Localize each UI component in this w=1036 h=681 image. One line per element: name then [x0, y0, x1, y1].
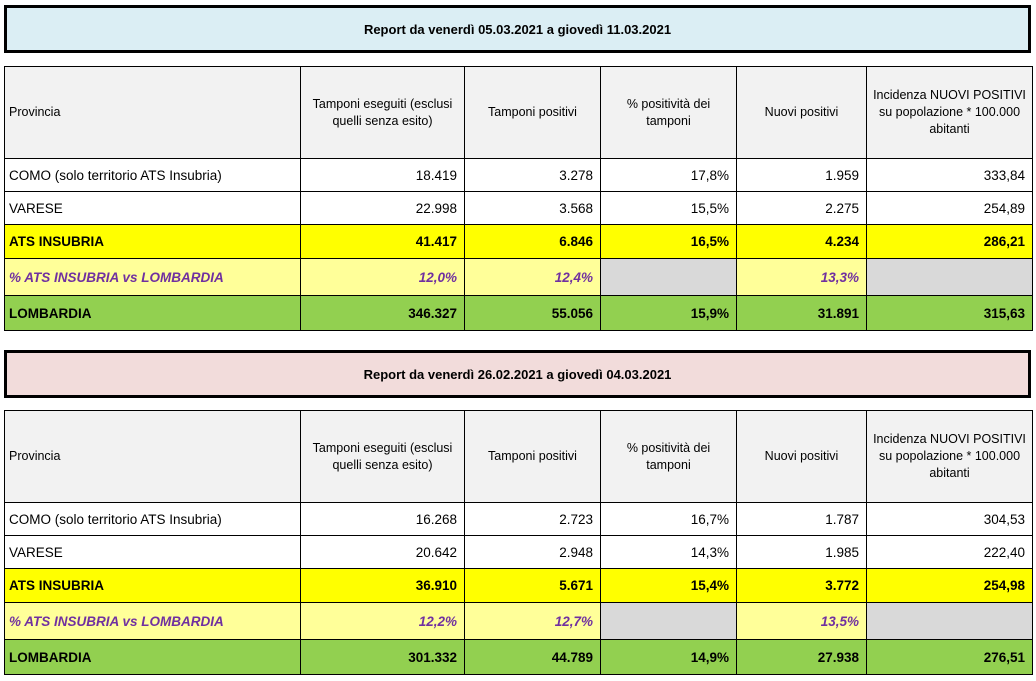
- cell-tamponi-positivi: 5.671: [464, 568, 601, 603]
- column-header-nuovi-positivi: Nuovi positivi: [736, 410, 867, 503]
- cell-tamponi-eseguiti: 12,0%: [300, 258, 465, 296]
- cell-tamponi-positivi: 3.568: [464, 191, 601, 225]
- cell-nuovi-positivi: 1.959: [736, 158, 867, 192]
- cell-tamponi-eseguiti: 22.998: [300, 191, 465, 225]
- cell-tamponi-eseguiti: 16.268: [300, 502, 465, 536]
- column-header-provincia: Provincia: [4, 410, 301, 503]
- cell-incidenza: 254,98: [866, 568, 1033, 603]
- cell-incidenza: 222,40: [866, 535, 1033, 569]
- cell-provincia: VARESE: [4, 535, 301, 569]
- cell-tamponi-eseguiti: 20.642: [300, 535, 465, 569]
- cell-provincia: COMO (solo territorio ATS Insubria): [4, 502, 301, 536]
- cell-tamponi-positivi: 12,4%: [464, 258, 601, 296]
- cell-percent-positivita: [600, 602, 737, 640]
- header-row: Provincia Tamponi eseguiti (esclusi quell…: [4, 410, 1033, 503]
- cell-percent-positivita: 16,5%: [600, 224, 737, 259]
- cell-tamponi-eseguiti: 301.332: [300, 639, 465, 675]
- cell-incidenza: 254,89: [866, 191, 1033, 225]
- column-header-percent-positivita: % positività dei tamponi: [600, 66, 737, 159]
- cell-tamponi-eseguiti: 18.419: [300, 158, 465, 192]
- report-title-1: Report da venerdì 05.03.2021 a giovedì 1…: [4, 5, 1031, 53]
- table-row-ats: ATS INSUBRIA 41.417 6.846 16,5% 4.234 286,21: [4, 224, 1033, 259]
- cell-tamponi-positivi: 44.789: [464, 639, 601, 675]
- column-header-tamponi-positivi: Tamponi positivi: [464, 66, 601, 159]
- cell-nuovi-positivi: 1.985: [736, 535, 867, 569]
- cell-provincia: % ATS INSUBRIA vs LOMBARDIA: [4, 602, 301, 640]
- cell-incidenza: [866, 258, 1033, 296]
- cell-incidenza: 276,51: [866, 639, 1033, 675]
- cell-provincia: LOMBARDIA: [4, 639, 301, 675]
- report-table-2: Provincia Tamponi eseguiti (esclusi quell…: [4, 410, 1033, 675]
- cell-tamponi-positivi: 2.948: [464, 535, 601, 569]
- column-header-tamponi-positivi: Tamponi positivi: [464, 410, 601, 503]
- cell-tamponi-positivi: 6.846: [464, 224, 601, 259]
- cell-percent-positivita: 15,5%: [600, 191, 737, 225]
- cell-tamponi-eseguiti: 36.910: [300, 568, 465, 603]
- cell-percent-positivita: 14,3%: [600, 535, 737, 569]
- column-header-nuovi-positivi: Nuovi positivi: [736, 66, 867, 159]
- cell-nuovi-positivi: 13,5%: [736, 602, 867, 640]
- cell-provincia: % ATS INSUBRIA vs LOMBARDIA: [4, 258, 301, 296]
- cell-percent-positivita: 15,4%: [600, 568, 737, 603]
- cell-percent-positivita: 17,8%: [600, 158, 737, 192]
- cell-percent-positivita: 15,9%: [600, 295, 737, 331]
- column-header-tamponi-eseguiti: Tamponi eseguiti (esclusi quelli senza e…: [300, 66, 465, 159]
- table-row-pct: % ATS INSUBRIA vs LOMBARDIA 12,2% 12,7% 13,…: [4, 602, 1033, 640]
- cell-tamponi-positivi: 55.056: [464, 295, 601, 331]
- cell-tamponi-positivi: 3.278: [464, 158, 601, 192]
- cell-nuovi-positivi: 31.891: [736, 295, 867, 331]
- cell-provincia: VARESE: [4, 191, 301, 225]
- cell-provincia: ATS INSUBRIA: [4, 224, 301, 259]
- header-row: Provincia Tamponi eseguiti (esclusi quell…: [4, 66, 1033, 159]
- table-row-lom: LOMBARDIA 346.327 55.056 15,9% 31.891 315,63: [4, 295, 1033, 331]
- report-title-2: Report da venerdì 26.02.2021 a giovedì 0…: [4, 350, 1031, 398]
- table-row-plain: COMO (solo territorio ATS Insubria) 18.41…: [4, 158, 1033, 192]
- cell-nuovi-positivi: 13,3%: [736, 258, 867, 296]
- report-table-1: Provincia Tamponi eseguiti (esclusi quell…: [4, 66, 1033, 331]
- cell-percent-positivita: [600, 258, 737, 296]
- cell-provincia: ATS INSUBRIA: [4, 568, 301, 603]
- table-row-plain: VARESE 20.642 2.948 14,3% 1.985 222,40: [4, 535, 1033, 569]
- column-header-incidenza: Incidenza NUOVI POSITIVI su popolazione …: [866, 66, 1033, 159]
- table-row-plain: VARESE 22.998 3.568 15,5% 2.275 254,89: [4, 191, 1033, 225]
- column-header-tamponi-eseguiti: Tamponi eseguiti (esclusi quelli senza e…: [300, 410, 465, 503]
- cell-percent-positivita: 14,9%: [600, 639, 737, 675]
- table-row-plain: COMO (solo territorio ATS Insubria) 16.26…: [4, 502, 1033, 536]
- cell-incidenza: 304,53: [866, 502, 1033, 536]
- cell-provincia: LOMBARDIA: [4, 295, 301, 331]
- cell-incidenza: 315,63: [866, 295, 1033, 331]
- cell-incidenza: 333,84: [866, 158, 1033, 192]
- table-row-ats: ATS INSUBRIA 36.910 5.671 15,4% 3.772 254,98: [4, 568, 1033, 603]
- cell-percent-positivita: 16,7%: [600, 502, 737, 536]
- cell-nuovi-positivi: 27.938: [736, 639, 867, 675]
- cell-incidenza: 286,21: [866, 224, 1033, 259]
- cell-tamponi-eseguiti: 12,2%: [300, 602, 465, 640]
- column-header-incidenza: Incidenza NUOVI POSITIVI su popolazione …: [866, 410, 1033, 503]
- cell-nuovi-positivi: 4.234: [736, 224, 867, 259]
- cell-tamponi-eseguiti: 346.327: [300, 295, 465, 331]
- table-row-lom: LOMBARDIA 301.332 44.789 14,9% 27.938 276,51: [4, 639, 1033, 675]
- cell-nuovi-positivi: 1.787: [736, 502, 867, 536]
- column-header-provincia: Provincia: [4, 66, 301, 159]
- cell-provincia: COMO (solo territorio ATS Insubria): [4, 158, 301, 192]
- cell-nuovi-positivi: 2.275: [736, 191, 867, 225]
- cell-nuovi-positivi: 3.772: [736, 568, 867, 603]
- cell-incidenza: [866, 602, 1033, 640]
- cell-tamponi-eseguiti: 41.417: [300, 224, 465, 259]
- cell-tamponi-positivi: 2.723: [464, 502, 601, 536]
- column-header-percent-positivita: % positività dei tamponi: [600, 410, 737, 503]
- cell-tamponi-positivi: 12,7%: [464, 602, 601, 640]
- table-row-pct: % ATS INSUBRIA vs LOMBARDIA 12,0% 12,4% 13,…: [4, 258, 1033, 296]
